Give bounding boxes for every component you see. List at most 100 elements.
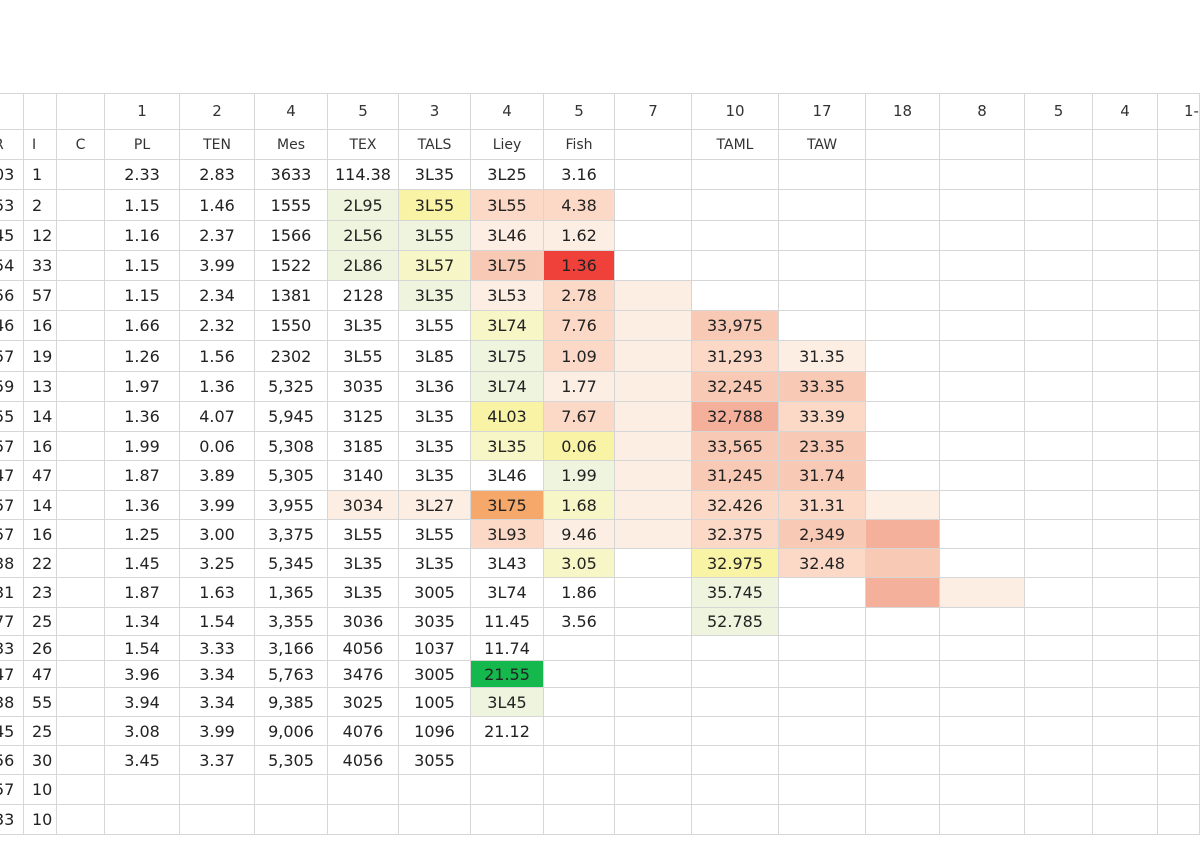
table-cell[interactable] xyxy=(615,717,692,746)
table-cell[interactable]: 3.96 xyxy=(105,661,180,688)
table-cell[interactable] xyxy=(1025,717,1093,746)
table-cell[interactable] xyxy=(615,160,692,190)
table-cell[interactable]: 9,006 xyxy=(255,717,328,746)
table-cell[interactable] xyxy=(779,160,866,190)
row-index-cell[interactable]: 33 xyxy=(24,251,57,281)
table-cell[interactable] xyxy=(57,491,105,520)
table-cell[interactable] xyxy=(57,461,105,491)
row-id-cell[interactable]: 47 xyxy=(0,461,24,491)
table-cell[interactable]: 32.426 xyxy=(692,491,779,520)
table-cell[interactable]: 3L27 xyxy=(399,491,471,520)
table-cell[interactable]: 2.33 xyxy=(105,160,180,190)
row-index-cell[interactable]: 57 xyxy=(24,281,57,311)
table-cell[interactable] xyxy=(1158,402,1200,432)
table-cell[interactable]: 3,375 xyxy=(255,520,328,549)
table-cell[interactable] xyxy=(328,775,399,805)
table-cell[interactable] xyxy=(940,160,1025,190)
table-cell[interactable] xyxy=(615,520,692,549)
table-cell[interactable]: 23.35 xyxy=(779,432,866,461)
table-cell[interactable] xyxy=(57,549,105,578)
row-index-cell[interactable]: 19 xyxy=(24,341,57,372)
table-cell[interactable]: 3L74 xyxy=(471,578,544,608)
table-cell[interactable] xyxy=(1158,190,1200,221)
table-cell[interactable]: 3L74 xyxy=(471,311,544,341)
table-cell[interactable] xyxy=(544,805,615,835)
table-cell[interactable] xyxy=(1093,251,1158,281)
table-cell[interactable] xyxy=(615,190,692,221)
table-cell[interactable] xyxy=(1093,661,1158,688)
row-index-cell[interactable]: 2 xyxy=(24,190,57,221)
table-cell[interactable]: 33,975 xyxy=(692,311,779,341)
table-cell[interactable] xyxy=(615,636,692,661)
table-cell[interactable] xyxy=(940,311,1025,341)
table-cell[interactable] xyxy=(940,717,1025,746)
row-id-cell[interactable]: 45 xyxy=(0,717,24,746)
row-id-cell[interactable]: 56 xyxy=(0,746,24,775)
column-number-header[interactable]: 1 xyxy=(105,93,180,130)
column-number-header[interactable]: 3 xyxy=(399,93,471,130)
table-cell[interactable]: 1381 xyxy=(255,281,328,311)
table-cell[interactable]: 1.15 xyxy=(105,251,180,281)
table-cell[interactable] xyxy=(615,281,692,311)
table-cell[interactable]: 21.12 xyxy=(471,717,544,746)
table-cell[interactable]: 3.45 xyxy=(105,746,180,775)
table-cell[interactable]: 9.46 xyxy=(544,520,615,549)
table-cell[interactable] xyxy=(57,688,105,717)
table-cell[interactable] xyxy=(1093,160,1158,190)
table-cell[interactable]: 3036 xyxy=(328,608,399,636)
table-cell[interactable] xyxy=(57,341,105,372)
row-id-cell[interactable]: 59 xyxy=(0,372,24,402)
row-id-cell[interactable]: 45 xyxy=(0,221,24,251)
table-cell[interactable] xyxy=(180,775,255,805)
column-label-cell[interactable] xyxy=(1025,130,1093,160)
table-cell[interactable] xyxy=(1093,372,1158,402)
table-cell[interactable] xyxy=(1093,190,1158,221)
table-cell[interactable] xyxy=(779,578,866,608)
table-cell[interactable]: 3L25 xyxy=(471,160,544,190)
table-cell[interactable]: 5,325 xyxy=(255,372,328,402)
table-cell[interactable]: 2L86 xyxy=(328,251,399,281)
table-cell[interactable]: 1522 xyxy=(255,251,328,281)
table-cell[interactable] xyxy=(779,608,866,636)
table-cell[interactable] xyxy=(692,746,779,775)
table-cell[interactable]: 1.34 xyxy=(105,608,180,636)
table-cell[interactable] xyxy=(1093,717,1158,746)
table-cell[interactable] xyxy=(544,661,615,688)
table-cell[interactable] xyxy=(1025,251,1093,281)
table-cell[interactable]: 3L35 xyxy=(471,432,544,461)
table-cell[interactable] xyxy=(615,432,692,461)
table-cell[interactable] xyxy=(1093,549,1158,578)
table-cell[interactable] xyxy=(1093,578,1158,608)
table-cell[interactable] xyxy=(1158,520,1200,549)
table-cell[interactable] xyxy=(57,251,105,281)
table-cell[interactable] xyxy=(1158,578,1200,608)
table-cell[interactable]: 3L55 xyxy=(328,520,399,549)
table-cell[interactable]: 1.54 xyxy=(180,608,255,636)
table-cell[interactable]: 3L46 xyxy=(471,221,544,251)
table-cell[interactable]: 1555 xyxy=(255,190,328,221)
row-index-cell[interactable]: 10 xyxy=(24,775,57,805)
row-id-cell[interactable]: 33 xyxy=(0,636,24,661)
table-cell[interactable]: 3,955 xyxy=(255,491,328,520)
row-id-cell[interactable]: 56 xyxy=(0,281,24,311)
table-cell[interactable]: 2L56 xyxy=(328,221,399,251)
table-cell[interactable] xyxy=(866,372,940,402)
table-cell[interactable]: 0.06 xyxy=(544,432,615,461)
column-label-cell[interactable] xyxy=(615,130,692,160)
column-label-cell[interactable]: Liey xyxy=(471,130,544,160)
table-cell[interactable]: 3L35 xyxy=(399,461,471,491)
table-cell[interactable] xyxy=(1158,688,1200,717)
row-id-cell[interactable]: 57 xyxy=(0,491,24,520)
table-cell[interactable] xyxy=(940,578,1025,608)
table-cell[interactable]: 3,166 xyxy=(255,636,328,661)
table-cell[interactable]: 1.16 xyxy=(105,221,180,251)
table-cell[interactable] xyxy=(1093,746,1158,775)
table-cell[interactable]: 3.56 xyxy=(544,608,615,636)
table-cell[interactable]: 3005 xyxy=(399,661,471,688)
table-cell[interactable]: 2.78 xyxy=(544,281,615,311)
column-label-cell[interactable]: C xyxy=(57,130,105,160)
table-cell[interactable] xyxy=(615,341,692,372)
table-cell[interactable] xyxy=(692,688,779,717)
table-cell[interactable] xyxy=(1025,775,1093,805)
table-cell[interactable]: 35.745 xyxy=(692,578,779,608)
